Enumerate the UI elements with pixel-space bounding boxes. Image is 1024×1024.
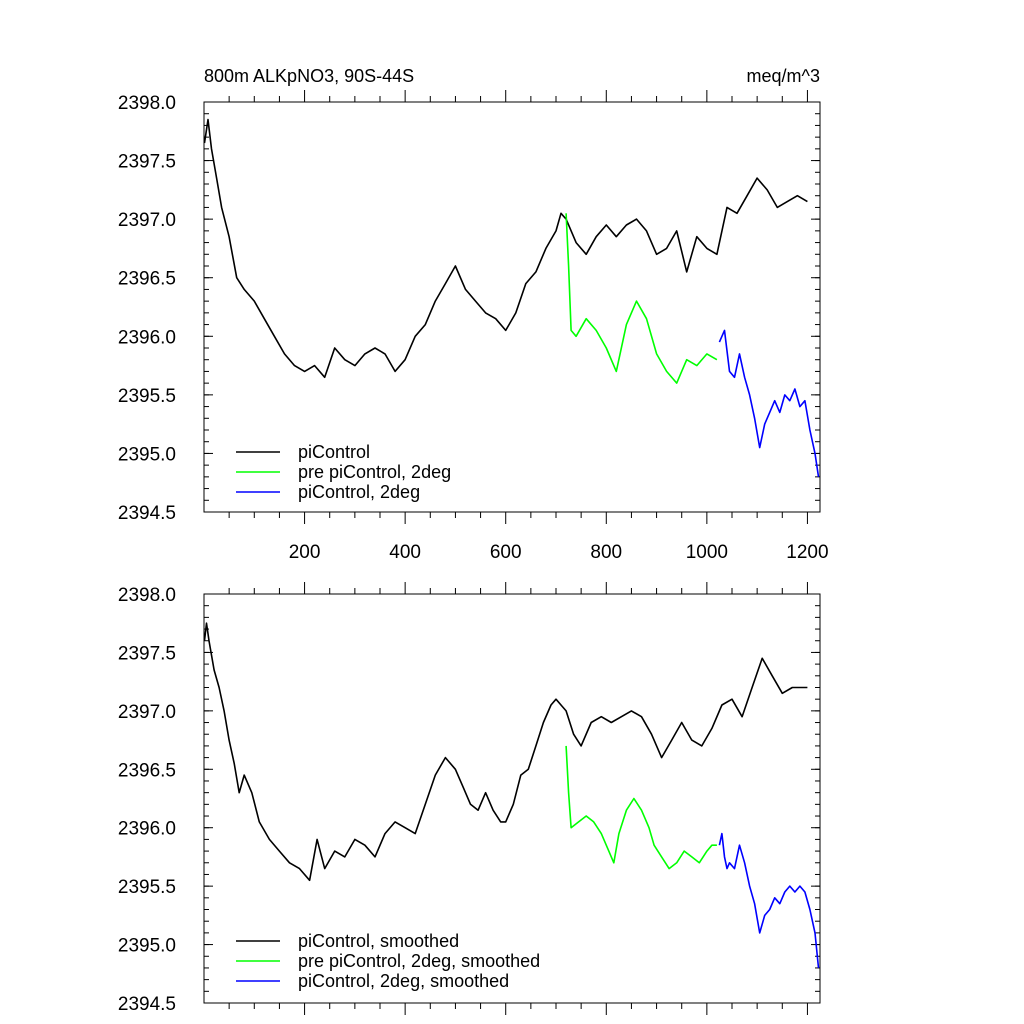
y-tick-label: 2397.0	[118, 702, 176, 723]
y-tick-label: 2394.5	[118, 503, 176, 524]
x-tick-label: 800	[590, 542, 622, 563]
y-tick-label: 2397.0	[118, 210, 176, 231]
series-line-2	[718, 329, 820, 478]
series-line-0	[203, 622, 808, 882]
plot-frame	[203, 593, 821, 1004]
x-tick-label: 1000	[686, 542, 728, 563]
y-tick-label: 2395.0	[118, 444, 176, 465]
y-tick-label: 2396.5	[118, 760, 176, 781]
legend-label: piControl, 2deg	[298, 482, 420, 502]
y-tick-label: 2398.0	[118, 93, 176, 114]
legend-label: pre piControl, 2deg, smoothed	[298, 951, 540, 971]
y-tick-label: 2397.5	[118, 643, 176, 664]
x-tick-label: 400	[389, 542, 421, 563]
x-tick-label: 600	[490, 542, 522, 563]
legend-label: piControl, 2deg, smoothed	[298, 971, 509, 991]
series-line-1	[565, 745, 717, 870]
y-tick-label: 2396.0	[118, 327, 176, 348]
legend-label: piControl	[298, 442, 370, 462]
top-panel: 2398.0 2397.5 2397.0 2396.5 2396.0 2395.5 2395…	[118, 90, 829, 563]
y-tick-label: 2398.0	[118, 585, 176, 606]
x-tick-label: 200	[289, 542, 321, 563]
chart-units: meq/m^3	[747, 66, 820, 86]
chart-title: 800m ALKpNO3, 90S-44S	[204, 66, 414, 86]
y-tick-label: 2396.0	[118, 819, 176, 840]
series-line-1	[565, 213, 718, 384]
legend-label: piControl, smoothed	[298, 931, 459, 951]
y-tick-label: 2395.0	[118, 936, 176, 957]
x-tick-label: 1200	[786, 542, 828, 563]
series-line-0	[203, 118, 808, 379]
series-line-2	[718, 832, 820, 968]
y-tick-label: 2395.5	[118, 877, 176, 898]
legend-label: pre piControl, 2deg	[298, 462, 451, 482]
bottom-panel: 2398.0 2397.5 2397.0 2396.5 2396.0 2395.5 2395…	[118, 582, 821, 1015]
plot-frame	[203, 101, 821, 513]
y-tick-label: 2396.5	[118, 269, 176, 290]
y-tick-label: 2395.5	[118, 386, 176, 407]
y-tick-label: 2394.5	[118, 994, 176, 1015]
y-tick-label: 2397.5	[118, 152, 176, 173]
